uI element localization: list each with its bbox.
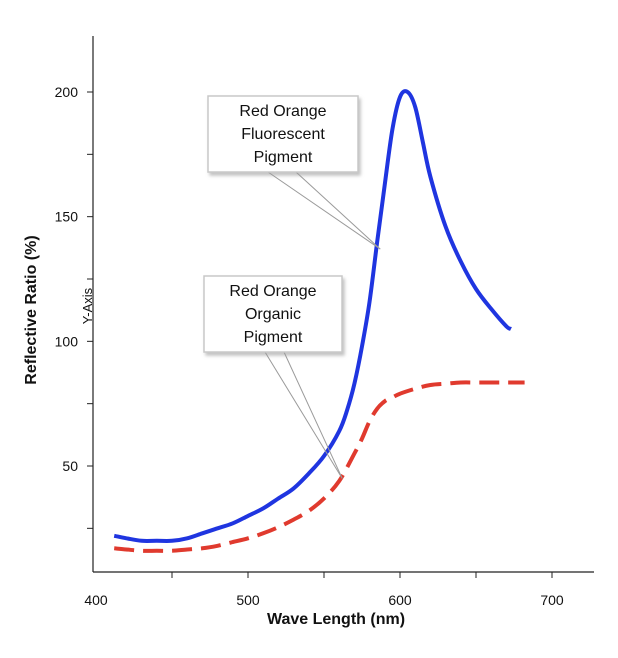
callout-text-line: Pigment bbox=[244, 329, 303, 346]
y-axis-marker: Y-Axis bbox=[80, 287, 95, 324]
x-tick-label: 400 bbox=[84, 592, 108, 608]
y-axis-title: Reflective Ratio (%) bbox=[23, 235, 40, 384]
callout-text-line: Red Orange bbox=[239, 103, 326, 120]
tick-labels: 400 500 600 700 50 100 150 200 bbox=[55, 84, 564, 608]
series-line-organic bbox=[114, 380, 525, 553]
callout-layer: Red Orange Fluorescent Pigment Red Orange Or… bbox=[203, 95, 381, 479]
series-line-fluorescent bbox=[113, 89, 512, 543]
callout-box bbox=[203, 275, 343, 353]
series-layer bbox=[113, 89, 525, 553]
callout-text-line: Fluorescent bbox=[241, 126, 325, 143]
callout-leader bbox=[295, 171, 381, 250]
callout-organic: Red Orange Organic Pigment bbox=[203, 275, 343, 479]
callout-text-line: Organic bbox=[245, 306, 301, 323]
callout-box bbox=[207, 95, 359, 173]
callout-text-line: Red Orange bbox=[229, 283, 316, 300]
callout-fluorescent: Red Orange Fluorescent Pigment bbox=[207, 95, 381, 250]
callout-leader bbox=[283, 351, 343, 479]
x-axis-title: Wave Length (nm) bbox=[267, 611, 405, 628]
x-tick-label: 700 bbox=[540, 592, 564, 608]
x-tick-label: 600 bbox=[388, 592, 412, 608]
y-tick-label: 200 bbox=[55, 84, 79, 100]
x-tick-label: 500 bbox=[236, 592, 260, 608]
callout-leader bbox=[267, 171, 381, 250]
y-tick-label: 100 bbox=[55, 333, 79, 349]
callout-text-line: Pigment bbox=[254, 149, 313, 166]
y-tick-label: 50 bbox=[62, 458, 78, 474]
y-tick-label: 150 bbox=[55, 209, 79, 225]
callout-leader bbox=[264, 351, 343, 479]
axis-ticks bbox=[87, 91, 553, 578]
